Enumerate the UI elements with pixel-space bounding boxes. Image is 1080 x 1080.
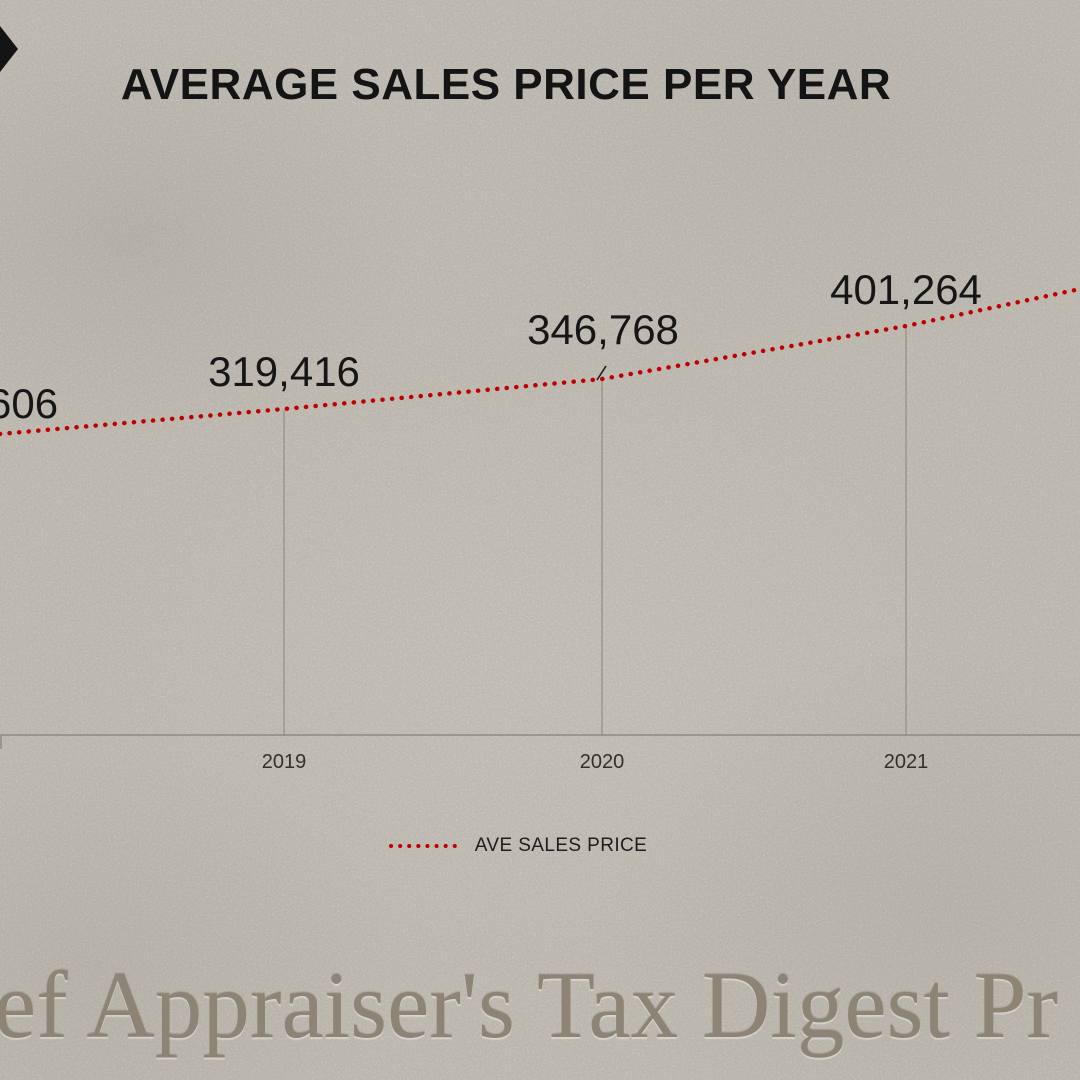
data-label-clipped-left: 606 <box>0 380 59 427</box>
chart-legend: AVE SALES PRICE <box>0 835 1034 857</box>
label-leader-line <box>596 365 607 381</box>
legend-dotted-line-swatch <box>388 844 457 848</box>
data-label-2019: 319,416 <box>208 348 360 395</box>
data-label-2020: 346,768 <box>527 306 679 353</box>
chart-title: AVERAGE SALES PRICE PER YEAR <box>120 60 892 109</box>
footer-caption: ef Appraiser's Tax Digest Pr <box>0 952 1059 1058</box>
x-axis-label-2021: 2021 <box>883 751 929 773</box>
x-axis-label-2020: 2020 <box>579 751 625 773</box>
data-label-2021: 401,264 <box>830 266 982 313</box>
legend-label: AVE SALES PRICE <box>474 835 648 856</box>
x-axis-label-2019: 2019 <box>261 751 307 773</box>
